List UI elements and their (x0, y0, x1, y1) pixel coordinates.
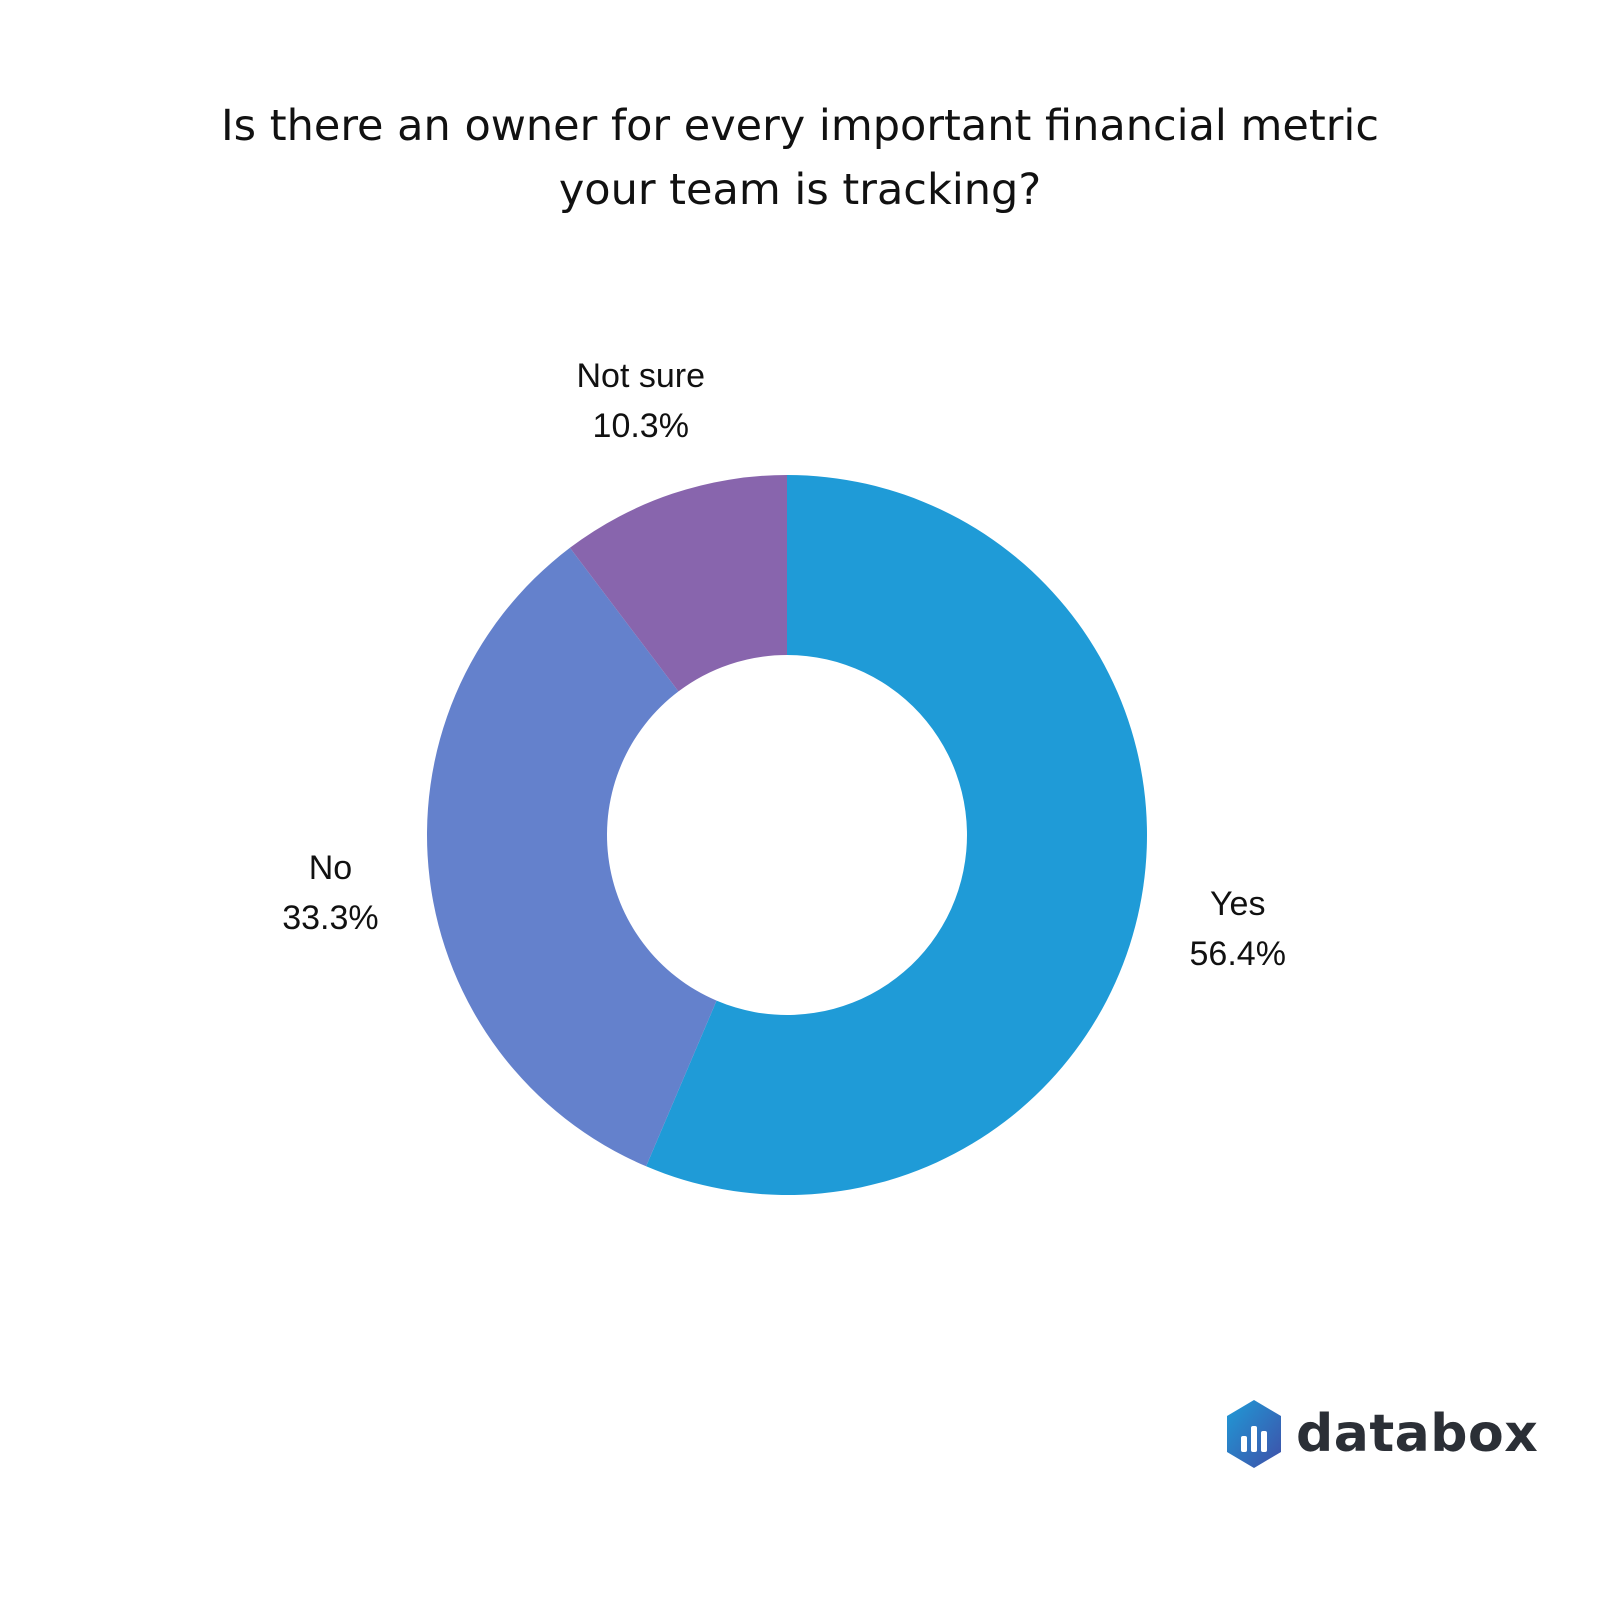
slice-no (427, 547, 717, 1167)
databox-logo-icon (1227, 1400, 1281, 1468)
chart-title-line-2: your team is tracking? (558, 165, 1042, 215)
slice-label-yes: Yes (1210, 885, 1265, 923)
slice-value-yes: 56.4% (1190, 935, 1286, 973)
slice-label-not-sure: Not sure (576, 357, 705, 395)
slice-label-no: No (309, 849, 352, 887)
donut-slices (427, 475, 1147, 1195)
brand-logo: databox (1224, 1396, 1538, 1472)
slice-yes (646, 475, 1147, 1195)
donut-labels: Yes 56.4% No 33.3% Not sure 10.3% (282, 357, 1286, 973)
brand-name: databox (1296, 1404, 1539, 1464)
slice-value-no: 33.3% (282, 899, 378, 937)
chart-title-line-1: Is there an owner for every important fi… (221, 101, 1379, 151)
chart-title: Is there an owner for every important fi… (0, 94, 1600, 222)
slice-not-sure (569, 475, 787, 692)
slice-value-not-sure: 10.3% (593, 407, 689, 445)
